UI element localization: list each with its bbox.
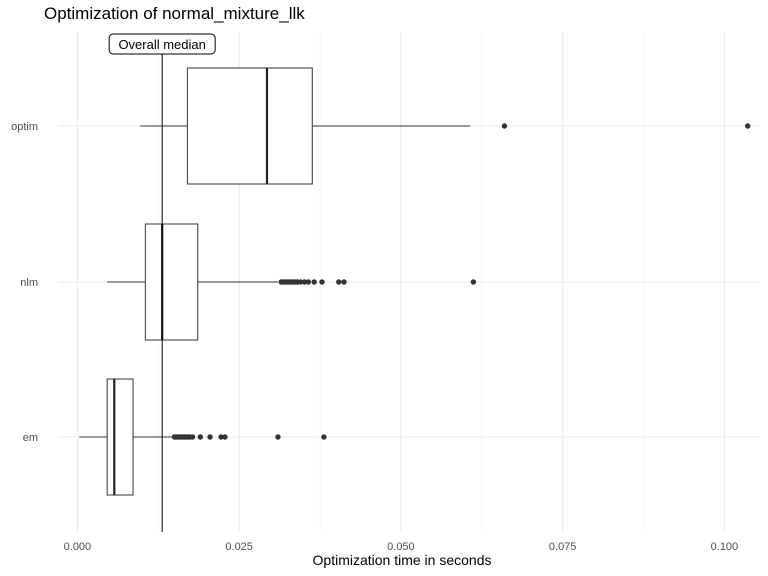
box-em xyxy=(106,378,134,496)
outlier-point-nlm xyxy=(319,279,325,285)
outlier-point-nlm xyxy=(305,279,312,285)
x-tick-label: 0.100 xyxy=(711,541,739,553)
overall-median-label: Overall median xyxy=(118,37,205,52)
outlier-point-em xyxy=(218,434,224,440)
overall-median-label-box xyxy=(108,33,216,55)
y-tick-label-optim: optim xyxy=(11,121,38,133)
x-tick-label: 0.050 xyxy=(387,541,415,553)
box-nlm xyxy=(144,223,199,341)
outlier-point-nlm xyxy=(297,279,304,285)
outlier-point-em xyxy=(222,434,228,440)
outlier-point-nlm xyxy=(470,279,477,285)
outlier-point-em xyxy=(207,434,213,440)
outlier-point-em xyxy=(321,434,327,440)
chart-title: Optimization of normal_mixture_llk xyxy=(44,4,305,23)
outlier-point-nlm xyxy=(301,279,308,285)
x-tick-label: 0.025 xyxy=(225,541,253,553)
outlier-point-optim xyxy=(501,123,508,129)
outlier-point-nlm xyxy=(311,279,317,285)
outlier-point-optim xyxy=(745,123,751,129)
x-axis-label: Optimization time in seconds xyxy=(312,552,492,568)
outlier-point-em xyxy=(275,434,281,440)
x-tick-label: 0.000 xyxy=(64,541,92,553)
x-tick-label: 0.075 xyxy=(549,541,577,553)
outlier-point-nlm xyxy=(341,279,347,285)
outlier-point-em xyxy=(197,434,204,440)
outlier-point-nlm xyxy=(336,279,342,285)
box-optim xyxy=(186,67,313,185)
y-tick-label-nlm: nlm xyxy=(20,277,38,289)
outlier-point-em xyxy=(189,434,196,440)
y-tick-label-em: em xyxy=(23,432,38,444)
